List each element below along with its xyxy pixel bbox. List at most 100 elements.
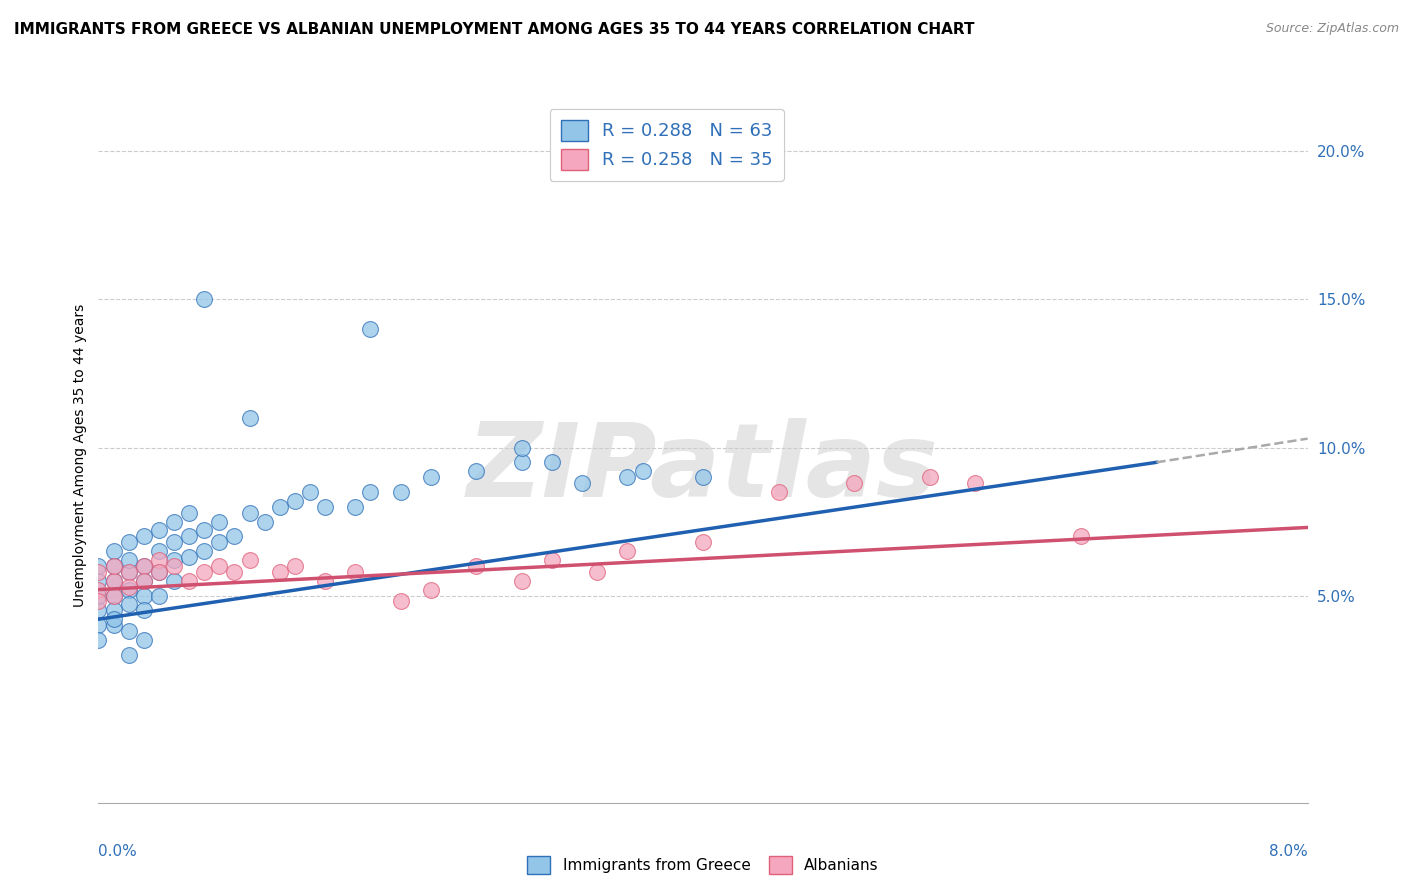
Point bbox=[269, 565, 291, 579]
Point bbox=[163, 535, 186, 549]
Point bbox=[148, 553, 170, 567]
Point bbox=[132, 589, 155, 603]
Point bbox=[571, 476, 593, 491]
Point bbox=[179, 574, 201, 588]
Point bbox=[148, 565, 170, 579]
Point bbox=[87, 589, 110, 603]
Point bbox=[118, 598, 141, 612]
Point bbox=[510, 455, 533, 469]
Point bbox=[540, 455, 562, 469]
Point bbox=[163, 558, 186, 573]
Point bbox=[103, 603, 125, 617]
Point bbox=[103, 558, 125, 573]
Point bbox=[87, 565, 110, 579]
Point bbox=[179, 529, 201, 543]
Point bbox=[132, 603, 155, 617]
Point bbox=[344, 565, 367, 579]
Point bbox=[118, 565, 141, 579]
Point bbox=[239, 506, 262, 520]
Point bbox=[103, 544, 125, 558]
Point bbox=[103, 589, 125, 603]
Point bbox=[148, 544, 170, 558]
Point bbox=[768, 484, 790, 499]
Point bbox=[87, 582, 110, 597]
Point bbox=[269, 500, 291, 514]
Point bbox=[208, 535, 231, 549]
Point bbox=[179, 550, 201, 565]
Point bbox=[193, 565, 215, 579]
Point bbox=[132, 574, 155, 588]
Point bbox=[103, 618, 125, 632]
Point bbox=[163, 553, 186, 567]
Point bbox=[132, 558, 155, 573]
Point bbox=[465, 464, 488, 478]
Point bbox=[284, 558, 307, 573]
Point bbox=[692, 470, 714, 484]
Point bbox=[163, 515, 186, 529]
Point bbox=[118, 535, 141, 549]
Point bbox=[239, 553, 262, 567]
Text: 8.0%: 8.0% bbox=[1268, 844, 1308, 859]
Point bbox=[1070, 529, 1092, 543]
Point bbox=[132, 529, 155, 543]
Point bbox=[465, 558, 488, 573]
Point bbox=[616, 544, 638, 558]
Point bbox=[208, 558, 231, 573]
Point bbox=[224, 529, 246, 543]
Point bbox=[389, 484, 412, 499]
Point bbox=[87, 618, 110, 632]
Point bbox=[510, 574, 533, 588]
Point bbox=[87, 603, 110, 617]
Point bbox=[314, 500, 336, 514]
Point bbox=[510, 441, 533, 455]
Point bbox=[239, 411, 262, 425]
Point bbox=[224, 565, 246, 579]
Point bbox=[103, 589, 125, 603]
Point bbox=[193, 524, 215, 538]
Point bbox=[299, 484, 322, 499]
Point bbox=[148, 565, 170, 579]
Point bbox=[284, 493, 307, 508]
Text: Source: ZipAtlas.com: Source: ZipAtlas.com bbox=[1265, 22, 1399, 36]
Point bbox=[692, 535, 714, 549]
Point bbox=[359, 322, 381, 336]
Point bbox=[616, 470, 638, 484]
Text: ZIPatlas: ZIPatlas bbox=[467, 418, 939, 519]
Point bbox=[118, 624, 141, 638]
Point bbox=[918, 470, 941, 484]
Point bbox=[103, 574, 125, 588]
Point bbox=[103, 612, 125, 626]
Point bbox=[103, 558, 125, 573]
Point bbox=[118, 553, 141, 567]
Point bbox=[132, 574, 155, 588]
Point bbox=[87, 594, 110, 608]
Point bbox=[148, 524, 170, 538]
Point bbox=[103, 574, 125, 588]
Point bbox=[87, 574, 110, 588]
Point bbox=[87, 558, 110, 573]
Point bbox=[179, 506, 201, 520]
Point bbox=[314, 574, 336, 588]
Point bbox=[132, 632, 155, 647]
Point bbox=[132, 558, 155, 573]
Point bbox=[87, 632, 110, 647]
Point bbox=[118, 565, 141, 579]
Text: 0.0%: 0.0% bbox=[98, 844, 138, 859]
Point bbox=[118, 582, 141, 597]
Point bbox=[193, 293, 215, 307]
Point bbox=[208, 515, 231, 529]
Point bbox=[540, 553, 562, 567]
Point bbox=[965, 476, 987, 491]
Point bbox=[419, 470, 441, 484]
Point bbox=[419, 582, 441, 597]
Point bbox=[118, 580, 141, 594]
Point bbox=[193, 544, 215, 558]
Point bbox=[344, 500, 367, 514]
Point bbox=[631, 464, 654, 478]
Point bbox=[359, 484, 381, 499]
Point bbox=[148, 589, 170, 603]
Point bbox=[163, 574, 186, 588]
Point bbox=[844, 476, 866, 491]
Legend: Immigrants from Greece, Albanians: Immigrants from Greece, Albanians bbox=[522, 850, 884, 880]
Point bbox=[586, 565, 609, 579]
